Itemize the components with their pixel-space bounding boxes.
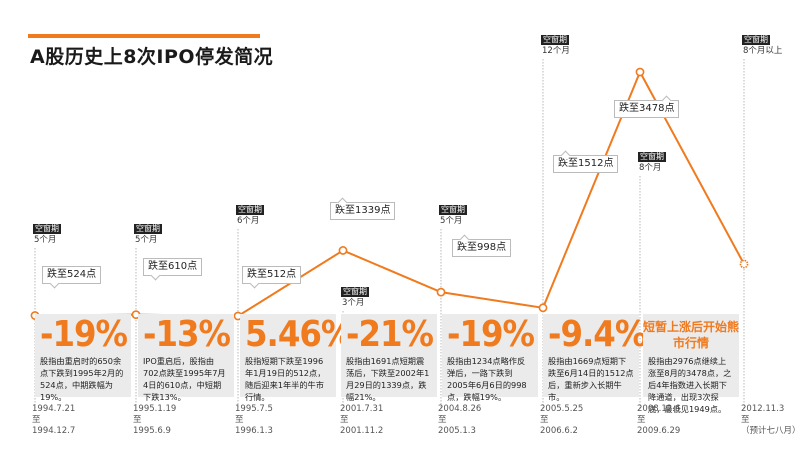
data-point — [739, 259, 749, 269]
data-point — [338, 246, 348, 255]
gap-period-badge: 空窗期 — [638, 152, 666, 162]
date-end: 1994.12.7 — [32, 426, 76, 436]
date-start: 2004.8.26 — [438, 404, 482, 414]
date-start: 1994.7.21 — [32, 404, 76, 414]
period-description: 股指由重启时的650余点下跌到1995年2月的524点，中期跌幅为19%。 — [40, 356, 124, 402]
bear-market-headline: 短暂上涨后开始熊市行情 — [643, 320, 740, 350]
data-point — [436, 287, 446, 297]
date-separator: 至 — [235, 415, 244, 425]
change-percent: -13% — [143, 314, 231, 355]
period-panel — [138, 314, 234, 397]
period-description: IPO重启后，股指由702点跌至1995年7月4日的610点，中短期下跌13%。 — [143, 356, 226, 402]
date-start: 1995.1.19 — [133, 404, 177, 414]
gap-period-badge: 空窗期 — [33, 224, 61, 234]
low-point-callout: 跌至610点 — [143, 258, 203, 281]
date-end: 2009.6.29 — [637, 426, 681, 436]
period-description: 股指短期下跌至1996年1月19日的512点，随后迎来1年半的牛市行情。 — [245, 356, 326, 402]
date-start: 2001.7.31 — [340, 404, 384, 414]
date-start: 1995.7.5 — [235, 404, 273, 414]
data-point — [635, 67, 645, 77]
low-point-callout: 跌至1512点 — [553, 150, 619, 173]
period-description: 股指由2976点继续上涨至8月的3478点，之后4年指数进入长期下降通道，出现3… — [648, 356, 732, 414]
gap-duration-label: 5个月 — [34, 235, 57, 245]
gap-duration-label: 12个月 — [542, 46, 570, 56]
change-percent: -21% — [346, 314, 434, 355]
period-panel — [341, 314, 437, 397]
date-separator: 至 — [32, 415, 41, 425]
change-percent: -19% — [447, 314, 535, 355]
low-point-callout: 跌至998点 — [452, 234, 512, 257]
date-separator: 至 — [438, 415, 447, 425]
date-separator: 至 — [540, 415, 549, 425]
date-separator: 至 — [133, 415, 142, 425]
date-end: 2006.6.2 — [540, 426, 578, 436]
gap-period-badge: 空窗期 — [341, 287, 369, 297]
date-end: 1996.1.3 — [235, 426, 273, 436]
change-percent: -19% — [40, 314, 128, 355]
low-point-callout: 跌至1339点 — [330, 197, 396, 220]
date-separator: 至 — [741, 415, 750, 425]
date-start: 2012.11.3 — [741, 404, 785, 414]
gap-period-badge: 空窗期 — [134, 224, 162, 234]
date-start: 2005.5.25 — [540, 404, 584, 414]
period-description: 股指由1669点短期下跌至6月14日的1512点后，重新步入长期牛市。 — [548, 356, 634, 402]
date-end: 1995.6.9 — [133, 426, 171, 436]
period-description: 股指由1691点短期震荡后，下跌至2002年1月29日的1339点，跌幅21%。 — [346, 356, 430, 402]
low-point-callout: 跌至3478点 — [614, 95, 680, 118]
low-point-callout: 跌至524点 — [42, 266, 102, 289]
gap-period-badge: 空窗期 — [742, 35, 770, 45]
date-end: 2001.11.2 — [340, 426, 384, 436]
period-panel — [543, 314, 639, 397]
period-description: 股指由1234点略作反弹后，一路下跌到2005年6月6日的998点，跌幅19%。 — [447, 356, 527, 402]
data-point — [538, 303, 548, 313]
chart-title: A股历史上8次IPO停发简况 — [30, 46, 274, 68]
gap-period-badge: 空窗期 — [541, 35, 569, 45]
gap-duration-label: 8个月 — [639, 163, 662, 173]
gap-period-badge: 空窗期 — [236, 205, 264, 215]
change-percent: 5.46% — [245, 314, 353, 355]
gap-duration-label: 3个月 — [342, 298, 365, 308]
gap-duration-label: 5个月 — [440, 216, 463, 226]
gap-duration-label: 8个月以上 — [743, 46, 783, 56]
gap-period-badge: 空窗期 — [439, 205, 467, 215]
title-accent-bar — [28, 34, 260, 38]
low-point-callout: 跌至512点 — [242, 266, 302, 289]
period-panel — [240, 314, 336, 397]
gap-duration-label: 6个月 — [237, 216, 260, 226]
date-end: （预计七八月） — [741, 426, 800, 436]
period-panel — [442, 314, 538, 397]
date-separator: 至 — [340, 415, 349, 425]
gap-duration-label: 5个月 — [135, 235, 158, 245]
date-separator: 至 — [637, 415, 646, 425]
date-start: 2008.12.6 — [637, 404, 681, 414]
date-end: 2005.1.3 — [438, 426, 476, 436]
period-panel — [35, 314, 131, 397]
period-panel — [643, 314, 739, 397]
change-percent: -9.4% — [548, 314, 647, 355]
